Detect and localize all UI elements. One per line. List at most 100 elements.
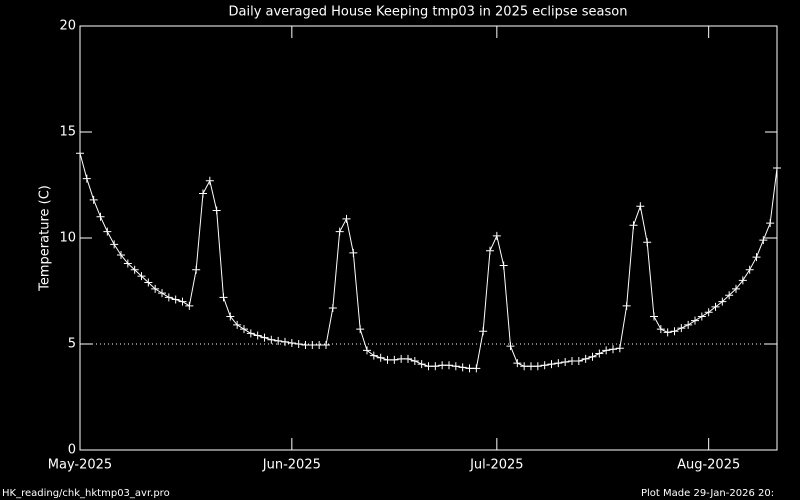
point-marker (725, 291, 734, 300)
y-tick-label: 0 (68, 443, 76, 458)
chart-title: Daily averaged House Keeping tmp03 in 20… (229, 5, 628, 20)
point-marker (506, 342, 515, 351)
point-marker (684, 320, 693, 329)
point-marker (533, 362, 542, 371)
point-marker (164, 293, 173, 302)
point-marker (759, 236, 768, 245)
point-marker (376, 353, 385, 362)
point-marker (123, 259, 132, 268)
point-marker (527, 362, 535, 371)
point-marker (554, 359, 563, 368)
point-marker (349, 248, 358, 257)
point-marker (315, 341, 324, 350)
point-marker (540, 361, 549, 370)
point-marker (356, 325, 365, 334)
footer-right: Plot Made 29-Jan-2026 20: (641, 488, 774, 499)
point-marker (492, 231, 501, 240)
point-marker (233, 320, 242, 329)
point-marker (76, 149, 84, 158)
point-marker (205, 176, 214, 185)
x-tick-label: Aug-2025 (677, 458, 740, 473)
point-marker (704, 308, 713, 317)
point-marker (615, 344, 624, 353)
point-marker (574, 356, 583, 365)
x-tick-label: May-2025 (48, 458, 112, 473)
point-marker (82, 174, 91, 183)
point-marker (595, 349, 604, 358)
point-marker (520, 362, 529, 371)
point-marker (732, 284, 740, 293)
point-marker (643, 238, 652, 247)
point-marker (773, 164, 781, 173)
footer-left: HK_reading/chk_hktmp03_avr.pro (2, 488, 170, 499)
point-marker (766, 219, 775, 228)
point-marker (745, 265, 754, 274)
point-marker (670, 327, 679, 336)
point-marker (246, 329, 255, 338)
point-marker (465, 364, 474, 373)
point-marker (267, 335, 276, 344)
point-marker (609, 345, 617, 354)
y-axis-label: Temperature (C) (38, 185, 53, 292)
point-marker (322, 341, 330, 350)
point-marker (472, 364, 481, 373)
point-marker (199, 189, 207, 198)
point-marker (711, 302, 720, 311)
point-marker (691, 316, 699, 325)
point-marker (151, 284, 160, 293)
point-marker (622, 301, 631, 310)
point-marker (397, 354, 406, 363)
point-marker (561, 358, 570, 367)
point-marker (137, 272, 146, 281)
point-marker (417, 360, 426, 369)
point-marker (328, 303, 337, 312)
point-marker (103, 227, 112, 236)
point-marker (636, 202, 645, 211)
point-marker (547, 360, 556, 369)
point-marker (588, 352, 597, 361)
point-marker (718, 297, 727, 306)
point-marker (144, 278, 153, 287)
point-marker (301, 341, 310, 350)
point-marker (677, 324, 686, 333)
point-marker (287, 338, 296, 347)
plot-frame (79, 25, 778, 451)
point-marker (335, 227, 344, 236)
point-marker (499, 261, 508, 270)
y-tick-label: 15 (59, 125, 76, 140)
point-marker (130, 265, 139, 274)
point-marker (89, 195, 98, 204)
point-marker (404, 354, 412, 363)
point-marker (390, 355, 399, 364)
point-marker (369, 351, 378, 360)
point-marker (438, 361, 447, 370)
point-marker (226, 312, 235, 321)
point-marker (274, 336, 283, 345)
point-marker (294, 340, 303, 348)
y-tick-label: 10 (59, 231, 76, 246)
point-marker (308, 341, 317, 350)
point-marker (663, 328, 672, 337)
x-tick-label: Jul-2025 (469, 458, 523, 473)
point-marker (110, 240, 119, 249)
point-marker (424, 362, 433, 371)
point-marker (363, 346, 371, 355)
point-marker (431, 362, 440, 371)
point-marker (342, 214, 351, 223)
point-marker (568, 356, 576, 365)
y-tick-label: 5 (68, 337, 76, 352)
point-marker (219, 293, 228, 302)
point-marker (451, 362, 460, 371)
point-marker (117, 250, 125, 259)
point-marker (479, 327, 488, 336)
point-marker (752, 253, 761, 262)
series-line (79, 153, 778, 369)
point-marker (513, 359, 522, 368)
point-marker (383, 355, 392, 364)
point-marker (445, 361, 453, 370)
point-marker (650, 312, 658, 321)
point-marker (410, 356, 419, 365)
point-marker (738, 276, 747, 285)
point-marker (656, 325, 665, 334)
